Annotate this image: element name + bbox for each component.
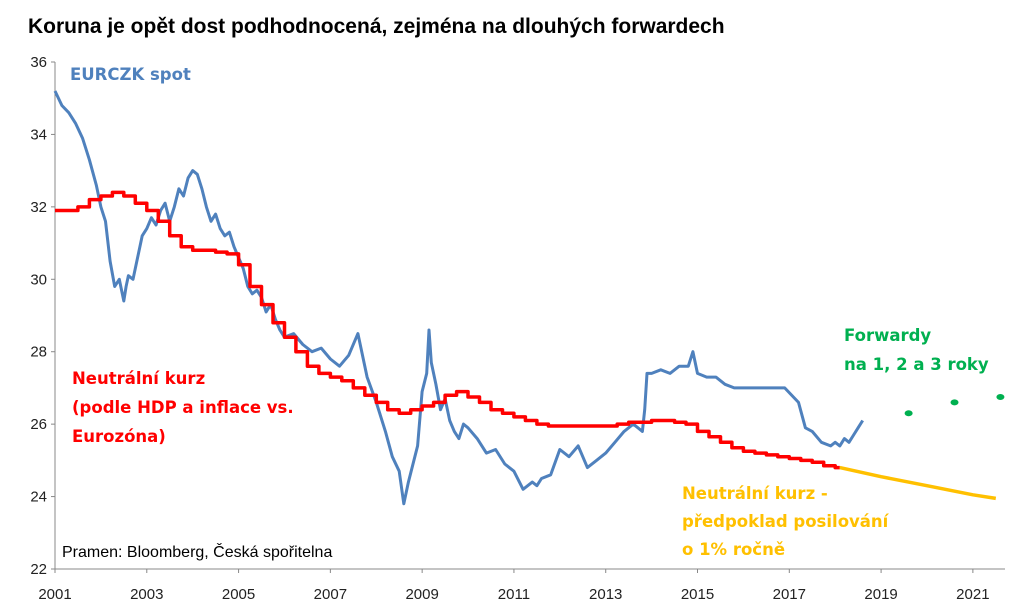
y-tick-label: 32: [30, 199, 47, 216]
x-tick-label: 2001: [38, 586, 71, 603]
annotation-proj-3: o 1% ročně: [682, 540, 785, 559]
x-tick-label: 2013: [589, 586, 622, 603]
x-tick-label: 2021: [956, 586, 989, 603]
neutral-rate-line: [55, 190, 840, 470]
forward-point: [950, 399, 959, 406]
annotation-neutral-2: (podle HDP a inflace vs.: [72, 398, 294, 417]
y-tick-label: 24: [30, 489, 47, 506]
annotations: EURCZK spot Neutrální kurz (podle HDP a …: [62, 65, 989, 561]
annotation-neutral-3: Eurozóna): [72, 427, 166, 446]
x-tick-label: 2019: [864, 586, 897, 603]
annotation-proj-2: předpoklad posilování: [682, 512, 890, 531]
x-tick-label: 2017: [773, 586, 806, 603]
y-tick-label: 30: [30, 271, 47, 288]
x-ticks: 2001 2003 2005 2007 2009 2011 2013 2015 2017 2019…: [38, 569, 990, 603]
y-tick-label: 26: [30, 416, 47, 433]
annotation-spot: EURCZK spot: [70, 65, 191, 84]
x-tick-label: 2007: [314, 586, 347, 603]
spot-line: [53, 90, 864, 506]
y-tick-label: 28: [30, 344, 47, 361]
series-layer: [53, 90, 1005, 506]
y-tick-label: 36: [30, 54, 47, 71]
x-tick-label: 2009: [405, 586, 438, 603]
annotation-forward-2: na 1, 2 a 3 roky: [844, 355, 989, 374]
source-note: Pramen: Bloomberg, Česká spořitelna: [62, 542, 332, 561]
chart-title: Koruna je opět dost podhodnocená, zejmén…: [28, 15, 725, 38]
y-tick-label: 22: [30, 561, 47, 578]
x-tick-label: 2011: [498, 586, 530, 603]
annotation-neutral-1: Neutrální kurz: [72, 369, 205, 388]
y-tick-label: 34: [30, 126, 47, 143]
x-tick-label: 2015: [681, 586, 714, 603]
axes: [54, 62, 1005, 570]
forward-point: [904, 410, 913, 417]
annotation-proj-1: Neutrální kurz -: [682, 484, 828, 503]
neutral-projection-line: [839, 465, 997, 501]
y-ticks: 22 24 26 28 30 32 34 36: [30, 54, 55, 578]
x-tick-label: 2003: [130, 586, 163, 603]
annotation-forward-1: Forwardy: [844, 326, 931, 345]
x-tick-label: 2005: [222, 586, 255, 603]
forward-point: [996, 393, 1005, 400]
